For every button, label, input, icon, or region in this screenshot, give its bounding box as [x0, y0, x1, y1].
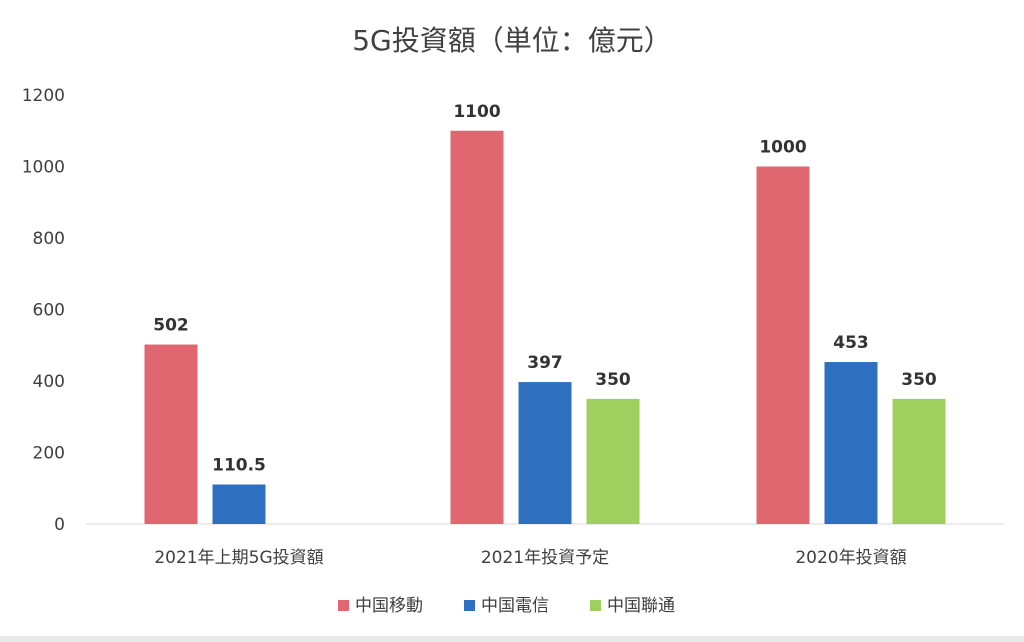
bar — [144, 344, 198, 524]
bar-series — [144, 130, 946, 524]
x-tick-label: 2020年投資額 — [795, 548, 906, 568]
bar — [518, 382, 572, 524]
data-label: 502 — [153, 316, 189, 336]
legend-label: 中国電信 — [481, 596, 549, 616]
data-label: 350 — [901, 370, 937, 390]
legend-label: 中国聯通 — [607, 596, 675, 616]
legend-swatch — [464, 600, 475, 611]
data-label: 397 — [527, 353, 563, 373]
legend: 中国移動 中国電信 中国聯通 — [338, 596, 675, 616]
data-label: 110.5 — [212, 455, 266, 475]
y-tick-label: 1000 — [22, 158, 65, 178]
data-label: 453 — [833, 333, 869, 353]
x-tick-label: 2021年投資予定 — [481, 548, 609, 568]
y-axis: 0 200 400 600 800 1000 1200 — [22, 86, 65, 535]
y-tick-label: 200 — [33, 444, 65, 464]
y-tick-label: 0 — [54, 515, 65, 535]
bar — [892, 398, 946, 524]
legend-swatch — [338, 600, 349, 611]
y-tick-label: 600 — [33, 301, 65, 321]
bar — [450, 130, 504, 524]
data-labels: 502 1100 1000 110.5 397 453 350 350 — [153, 102, 937, 476]
bar — [824, 362, 878, 524]
data-label: 1100 — [453, 102, 500, 122]
bar — [586, 398, 640, 524]
legend-swatch — [590, 600, 601, 611]
data-label: 350 — [595, 370, 631, 390]
y-tick-label: 1200 — [22, 86, 65, 106]
y-tick-label: 400 — [33, 372, 65, 392]
bottom-divider — [0, 636, 1024, 642]
legend-label: 中国移動 — [355, 596, 423, 616]
bar — [756, 166, 810, 524]
x-tick-label: 2021年上期5G投資額 — [154, 548, 323, 568]
data-label: 1000 — [759, 138, 806, 158]
y-tick-label: 800 — [33, 229, 65, 249]
bar — [212, 484, 266, 524]
x-axis: 2021年上期5G投資額 2021年投資予定 2020年投資額 — [154, 548, 906, 568]
chart-title: 5G投資額（単位：億元） — [352, 24, 672, 57]
